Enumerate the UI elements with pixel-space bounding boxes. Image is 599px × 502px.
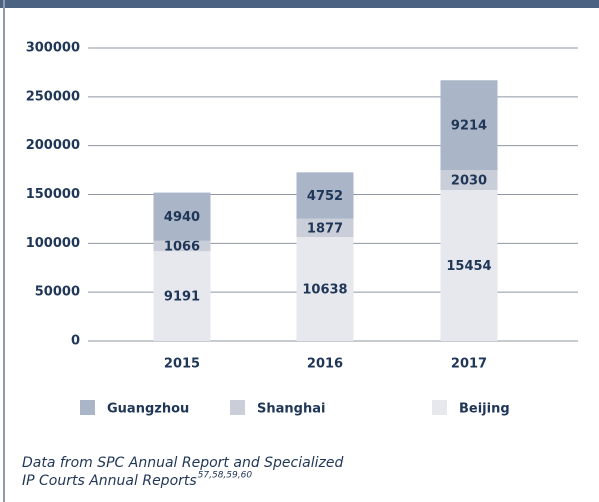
y-tick-label: 0 <box>71 334 80 349</box>
top-band <box>0 0 599 8</box>
data-label: 9191 <box>164 290 200 305</box>
data-label: 9214 <box>451 119 487 134</box>
data-label: 4752 <box>307 189 343 204</box>
data-label: 15454 <box>446 259 491 274</box>
source-line: Data from SPC Annual Report and Speciali… <box>22 455 343 471</box>
data-label: 4940 <box>164 210 200 225</box>
x-tick-label: 2015 <box>164 357 200 372</box>
y-tick-label: 150000 <box>26 187 80 202</box>
data-label: 10638 <box>302 283 347 298</box>
legend-swatch <box>80 400 95 415</box>
bar-segment <box>153 192 211 241</box>
legend-label: Shanghai <box>257 402 325 417</box>
left-border <box>3 0 5 502</box>
bar-segment <box>153 251 211 341</box>
source-superscript: 57,58,59,60 <box>198 471 253 481</box>
data-label: 2030 <box>451 174 487 189</box>
data-label: 1066 <box>164 240 200 255</box>
source-line: IP Courts Annual Reports <box>22 473 197 489</box>
legend-label: Guangzhou <box>107 402 189 417</box>
x-tick-label: 2016 <box>307 357 343 372</box>
bar-segment <box>440 190 498 341</box>
bar-segment <box>153 240 211 252</box>
bar-segment <box>296 237 354 341</box>
bar-segment <box>440 80 498 171</box>
bar-segment <box>296 218 354 238</box>
bar-segment <box>440 170 498 191</box>
legend-swatch <box>432 400 447 415</box>
legend-label: Beijing <box>459 402 510 417</box>
y-tick-label: 250000 <box>26 89 80 104</box>
x-tick-label: 2017 <box>451 357 487 372</box>
y-tick-label: 50000 <box>35 285 80 300</box>
bar-segment <box>296 172 354 219</box>
y-tick-label: 100000 <box>26 236 80 251</box>
y-tick-label: 200000 <box>26 138 80 153</box>
data-label: 1877 <box>307 221 343 236</box>
legend-swatch <box>230 400 245 415</box>
y-tick-label: 300000 <box>26 41 80 56</box>
